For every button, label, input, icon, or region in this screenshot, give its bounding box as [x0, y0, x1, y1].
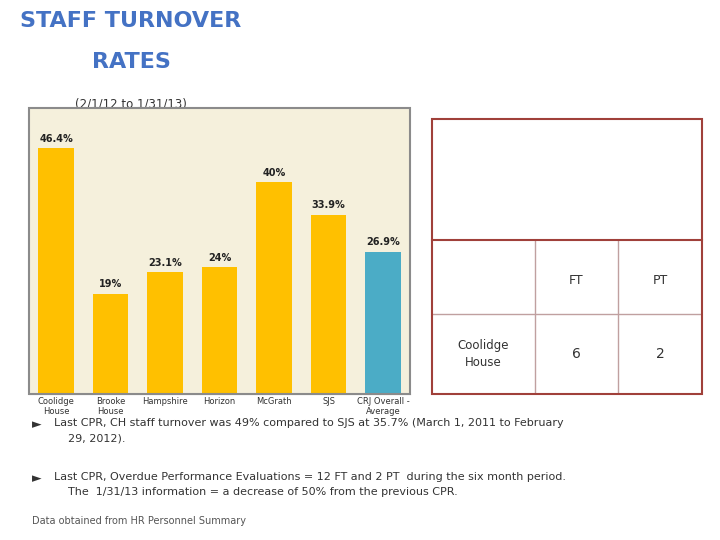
Text: EVALUATIONS: EVALUATIONS	[513, 176, 621, 190]
Text: Last CPR, CH staff turnover was 49% compared to SJS at 35.7% (March 1, 2011 to F: Last CPR, CH staff turnover was 49% comp…	[54, 418, 564, 443]
Bar	[366, 252, 401, 394]
Bar	[93, 294, 128, 394]
Text: 40%: 40%	[263, 168, 286, 178]
Text: 26.9%: 26.9%	[366, 238, 400, 247]
Bar	[148, 272, 183, 394]
Bar	[202, 267, 238, 394]
Text: Coolidge
House: Coolidge House	[457, 339, 509, 369]
Bar	[38, 148, 73, 394]
Text: Data obtained from HR Personnel Summary: Data obtained from HR Personnel Summary	[32, 516, 246, 526]
Text: 33.9%: 33.9%	[312, 200, 346, 210]
Text: STAFF TURNOVER: STAFF TURNOVER	[20, 10, 242, 31]
Text: 23.1%: 23.1%	[148, 258, 182, 267]
Text: as of 1/31/13: as of 1/31/13	[526, 210, 608, 222]
Text: Last CPR, Overdue Performance Evaluations = 12 FT and 2 PT  during the six month: Last CPR, Overdue Performance Evaluation…	[54, 472, 566, 497]
Text: 46.4%: 46.4%	[39, 134, 73, 144]
Text: ►: ►	[32, 472, 42, 485]
Text: OVERDUE PERFORMANCE: OVERDUE PERFORMANCE	[468, 146, 666, 160]
Text: RATES: RATES	[91, 51, 171, 72]
Text: 19%: 19%	[99, 279, 122, 289]
Text: FT: FT	[569, 274, 584, 287]
Text: 24%: 24%	[208, 253, 231, 263]
Text: (2/1/12 to 1/31/13): (2/1/12 to 1/31/13)	[75, 98, 187, 111]
Text: ►: ►	[32, 418, 42, 431]
Text: PT: PT	[652, 274, 667, 287]
Text: 2: 2	[656, 347, 665, 361]
Bar	[256, 182, 292, 394]
Bar	[311, 214, 346, 394]
Text: 6: 6	[572, 347, 581, 361]
